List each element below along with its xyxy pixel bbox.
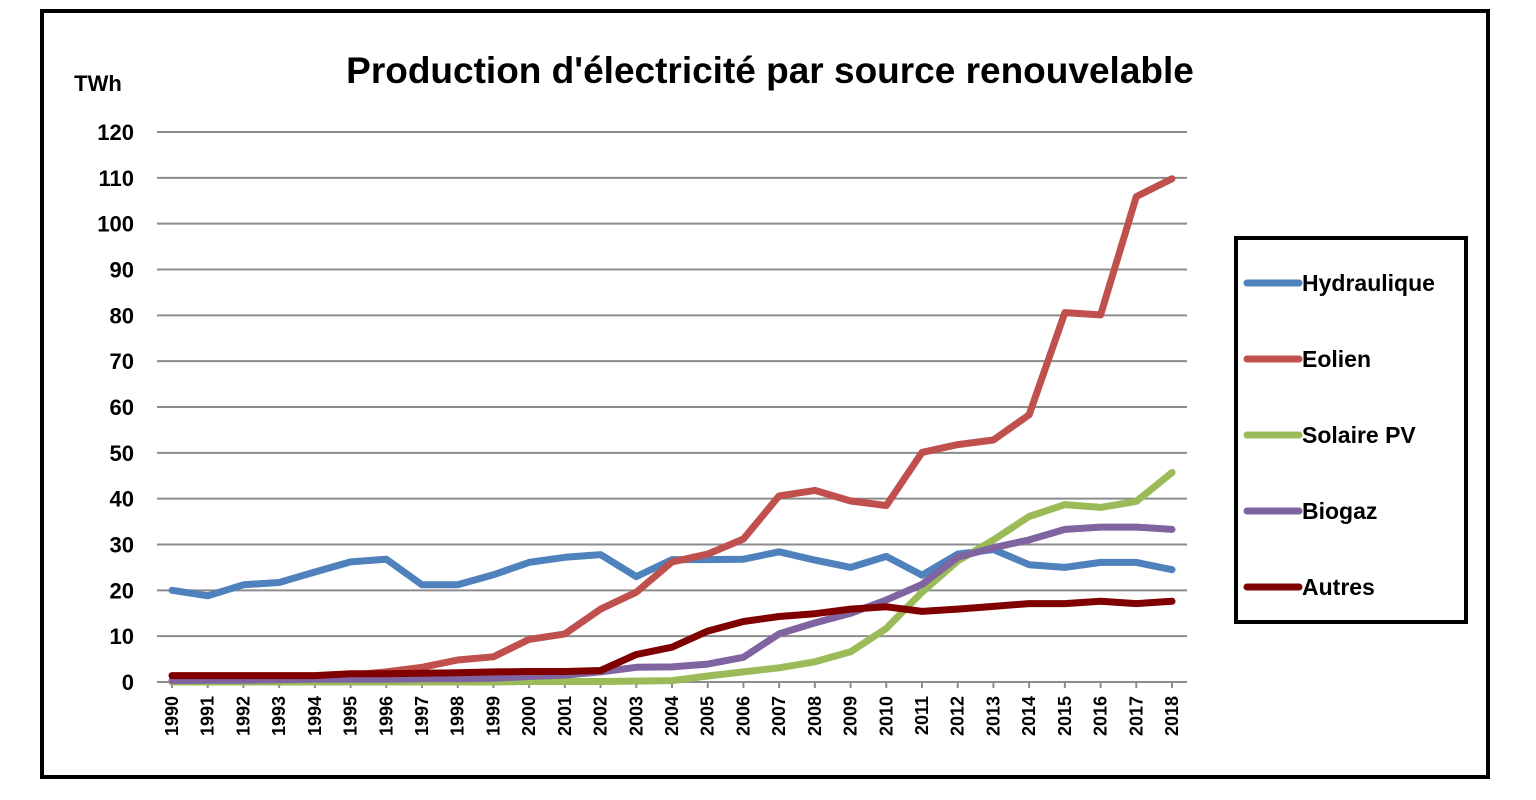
legend-label-autres: Autres: [1302, 574, 1375, 600]
x-tick-label: 1995: [341, 696, 361, 736]
y-tick-label: 30: [110, 533, 134, 558]
x-tick-label: 2014: [1019, 696, 1039, 736]
y-tick-label: 60: [110, 395, 134, 420]
x-tick-label: 2018: [1162, 696, 1182, 736]
x-tick-label: 2012: [948, 696, 968, 736]
y-tick-label: 90: [110, 258, 134, 283]
y-tick-label: 50: [110, 441, 134, 466]
gridlines: [157, 131, 1187, 683]
legend-label-hydraulique: Hydraulique: [1302, 270, 1435, 296]
x-tick-label: 2003: [626, 696, 646, 736]
x-tick-label: 2016: [1091, 696, 1111, 736]
y-tick-label: 110: [99, 166, 135, 191]
x-tick-label: 1991: [198, 696, 218, 736]
y-tick-label: 10: [110, 624, 134, 649]
x-tick-label: 2011: [912, 696, 932, 735]
series-line-autres: [168, 597, 1176, 680]
x-tick-label: 2007: [769, 696, 789, 736]
x-tick-label: 2009: [841, 696, 861, 736]
y-tick-label: 70: [110, 349, 134, 374]
x-tick-label: 2006: [733, 696, 753, 736]
x-tick-label: 1996: [376, 696, 396, 736]
y-tick-label: 100: [97, 212, 134, 237]
y-tick-label: 40: [110, 487, 134, 512]
x-tick-label: 1993: [269, 696, 289, 736]
x-tick-label: 2001: [555, 696, 575, 736]
x-tick-label: 1997: [412, 696, 432, 736]
y-tick-label: 20: [110, 578, 134, 603]
x-tick-label: 2005: [698, 696, 718, 736]
x-tick-label: 1992: [233, 696, 253, 736]
x-tick-label: 2013: [983, 696, 1003, 736]
series-line-biogaz: [168, 523, 1176, 685]
chart-title: Production d'électricité par source reno…: [346, 50, 1194, 91]
legend-label-eolien: Eolien: [1302, 346, 1371, 372]
y-tick-label: 0: [122, 670, 134, 695]
line-chart: 0 10 20 30 40 50 60 70 80 90 100 110 120 1990 1991 1992…: [74, 50, 1468, 736]
series-lines: [168, 175, 1176, 686]
x-tick-label: 1994: [305, 696, 325, 736]
series-line-hydraulique: [168, 546, 1176, 600]
chart-frame: 0 10 20 30 40 50 60 70 80 90 100 110 120 1990 1991 1992…: [40, 9, 1490, 779]
x-tick-label: 2002: [591, 696, 611, 736]
x-tick-label: 2010: [876, 696, 896, 736]
x-tick-label: 2000: [519, 696, 539, 736]
x-tick-label: 2008: [805, 696, 825, 736]
legend-box: [1234, 236, 1468, 624]
y-tick-label: 80: [110, 303, 134, 328]
legend-label-solaire-pv: Solaire PV: [1302, 422, 1416, 448]
y-axis-unit-label: TWh: [74, 71, 122, 96]
x-tick-label: 1990: [162, 696, 182, 736]
x-tick-label: 1999: [483, 696, 503, 736]
legend-label-biogaz: Biogaz: [1302, 498, 1377, 524]
legend: Hydraulique Eolien Solaire PV Biogaz Autres: [1234, 236, 1468, 624]
x-tick-label: 2017: [1126, 696, 1146, 736]
x-tick-label: 2015: [1055, 696, 1075, 736]
x-tick-label: 2004: [662, 696, 682, 736]
axes: 0 10 20 30 40 50 60 70 80 90 100 110 120 1990 1991 1992…: [97, 120, 1182, 736]
x-tick-label: 1998: [448, 696, 468, 736]
y-tick-label: 120: [97, 120, 134, 145]
